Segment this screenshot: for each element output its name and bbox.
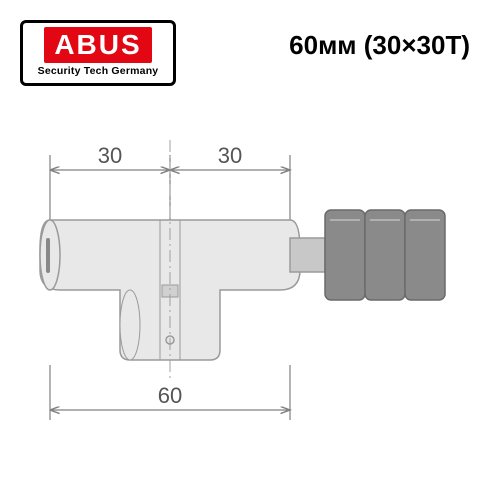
brand-name: ABUS bbox=[44, 27, 151, 63]
brand-subtitle: Security Tech Germany bbox=[23, 65, 173, 77]
cylinder-diagram: 30 30 60 bbox=[0, 120, 500, 460]
dim-total: 60 bbox=[158, 383, 182, 408]
brand-logo: ABUS Security Tech Germany bbox=[20, 20, 176, 86]
dim-right-segment: 30 bbox=[218, 143, 242, 168]
dim-left-segment: 30 bbox=[98, 143, 122, 168]
thumbturn-knob bbox=[290, 210, 445, 300]
product-title: 60мм (30×30T) bbox=[289, 30, 470, 61]
keyhole-icon bbox=[46, 238, 50, 273]
